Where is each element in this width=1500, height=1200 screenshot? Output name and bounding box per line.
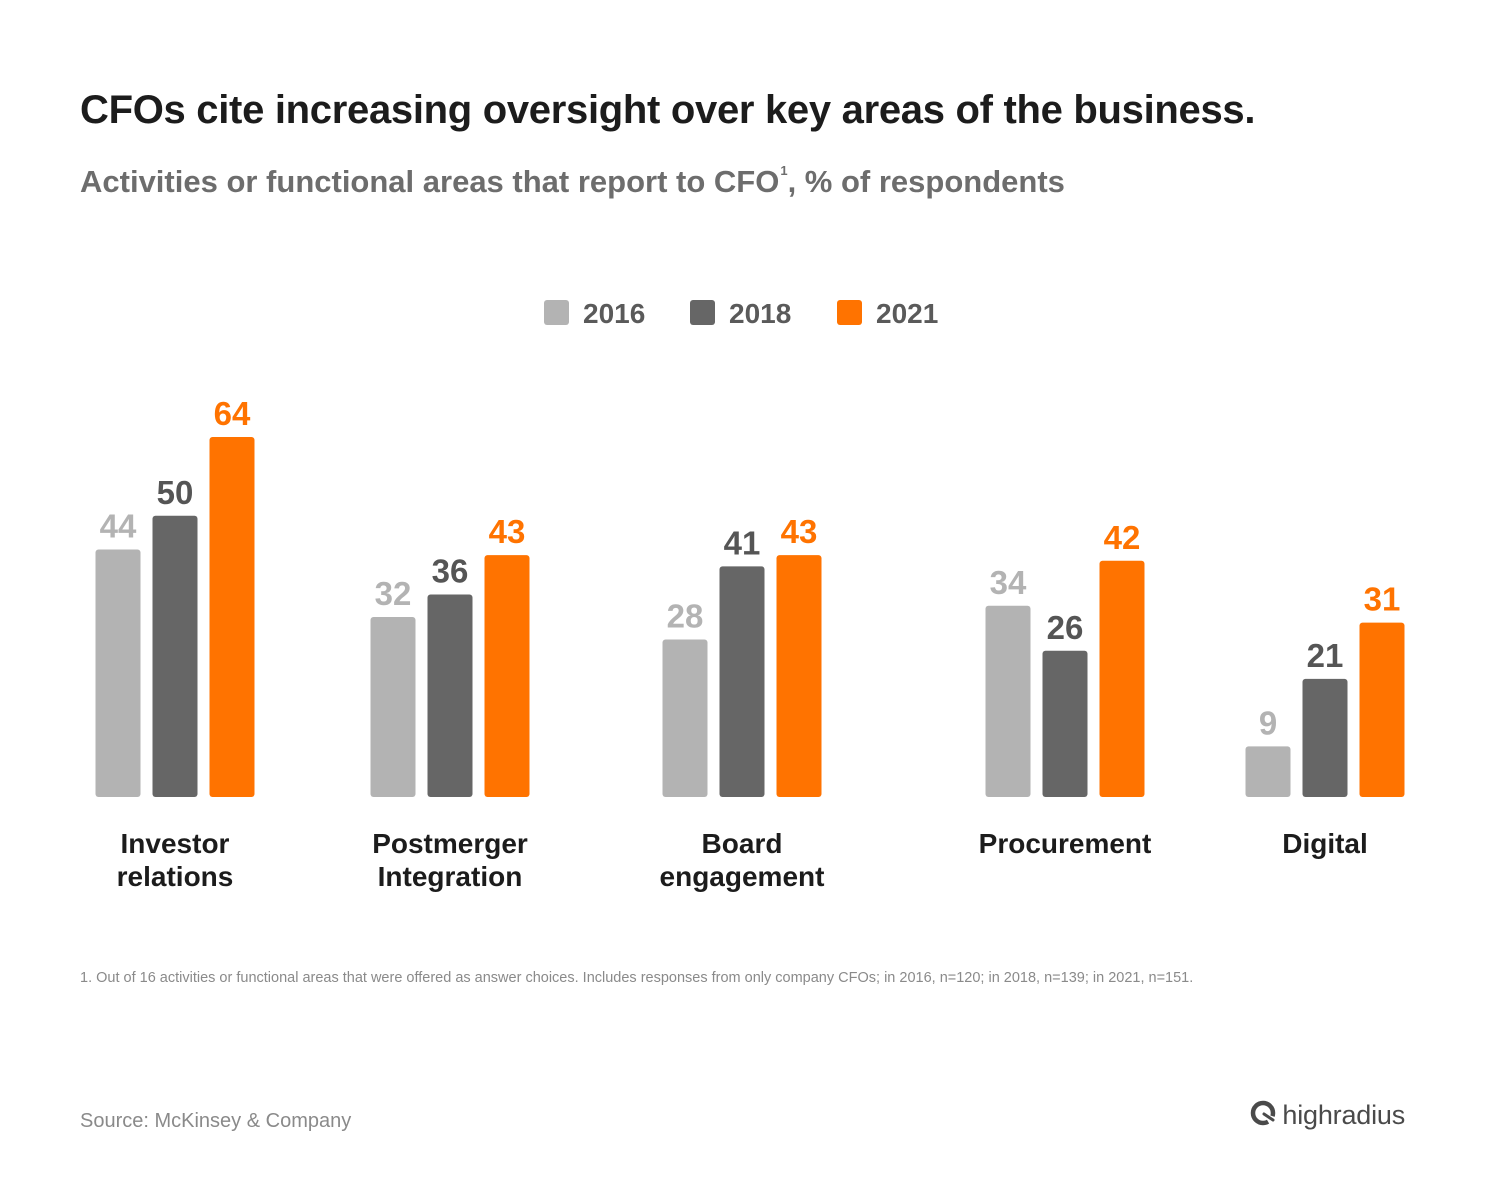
bar-2016-0 — [95, 549, 141, 797]
logo-text: highradius — [1282, 1100, 1405, 1130]
footnote: 1. Out of 16 activities or functional ar… — [80, 970, 1194, 986]
category-label-1: Postmerger — [372, 828, 528, 859]
legend-swatch-2021 — [837, 300, 862, 325]
bar-2016-2 — [662, 639, 708, 797]
data-label-2021-3: 42 — [1104, 519, 1141, 556]
bar-2021-3 — [1099, 560, 1145, 797]
subtitle-footnote-marker: 1 — [780, 162, 788, 178]
data-label-2021-0: 64 — [214, 395, 251, 432]
data-label-2021-1: 43 — [489, 513, 526, 550]
category-label-0: relations — [117, 861, 234, 892]
category-label-1: Integration — [378, 861, 523, 892]
data-label-2016-2: 28 — [667, 598, 704, 635]
data-label-2018-2: 41 — [724, 524, 761, 561]
category-label-0: Investor — [121, 828, 230, 859]
source-note: Source: McKinsey & Company — [80, 1110, 352, 1132]
bar-2018-0 — [152, 515, 198, 797]
bar-2021-1 — [484, 555, 530, 797]
bar-2018-4 — [1302, 678, 1348, 797]
legend-label-2018: 2018 — [729, 298, 791, 329]
bar-2016-1 — [370, 617, 416, 797]
bar-2021-2 — [776, 555, 822, 797]
data-label-2016-0: 44 — [100, 508, 137, 545]
data-label-2018-1: 36 — [432, 553, 469, 590]
bar-2018-1 — [427, 594, 473, 797]
highradius-logo-icon — [1250, 1100, 1276, 1131]
data-label-2018-0: 50 — [157, 474, 194, 511]
bar-2018-3 — [1042, 650, 1088, 797]
category-label-2: Board — [702, 828, 783, 859]
data-label-2018-4: 21 — [1307, 637, 1344, 674]
bar-2016-4 — [1245, 746, 1291, 797]
bar-2016-3 — [985, 605, 1031, 797]
legend-swatch-2018 — [690, 300, 715, 325]
data-label-2021-2: 43 — [781, 513, 818, 550]
data-label-2016-4: 9 — [1259, 704, 1277, 741]
data-label-2016-1: 32 — [375, 575, 412, 612]
highradius-logo: highradius — [1250, 1100, 1405, 1131]
category-label-2: engagement — [660, 861, 825, 892]
chart-title: CFOs cite increasing oversight over key … — [80, 88, 1256, 132]
subtitle-main: Activities or functional areas that repo… — [80, 164, 780, 199]
data-label-2016-3: 34 — [990, 564, 1027, 601]
chart-subtitle: Activities or functional areas that repo… — [80, 162, 1065, 200]
data-label-2021-4: 31 — [1364, 581, 1401, 618]
legend-label-2016: 2016 — [583, 298, 645, 329]
category-label-4: Digital — [1282, 828, 1368, 859]
subtitle-suffix: , % of respondents — [787, 164, 1065, 199]
data-label-2018-3: 26 — [1047, 609, 1084, 646]
legend-label-2021: 2021 — [876, 298, 938, 329]
bar-2021-0 — [209, 437, 255, 797]
legend-swatch-2016 — [544, 300, 569, 325]
bar-2021-4 — [1359, 622, 1405, 797]
category-label-3: Procurement — [979, 828, 1152, 859]
bar-2018-2 — [719, 566, 765, 797]
